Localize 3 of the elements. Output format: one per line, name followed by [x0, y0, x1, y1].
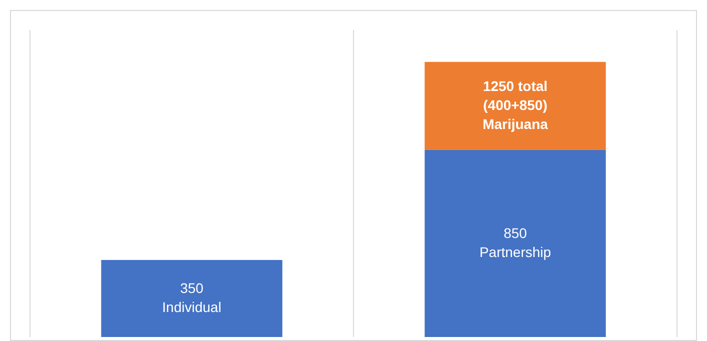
data-label: 350 Individual: [162, 280, 222, 315]
data-label: 1250 total (400+850) Marijuana: [482, 78, 548, 132]
data-label: 850 Partnership: [479, 224, 552, 260]
